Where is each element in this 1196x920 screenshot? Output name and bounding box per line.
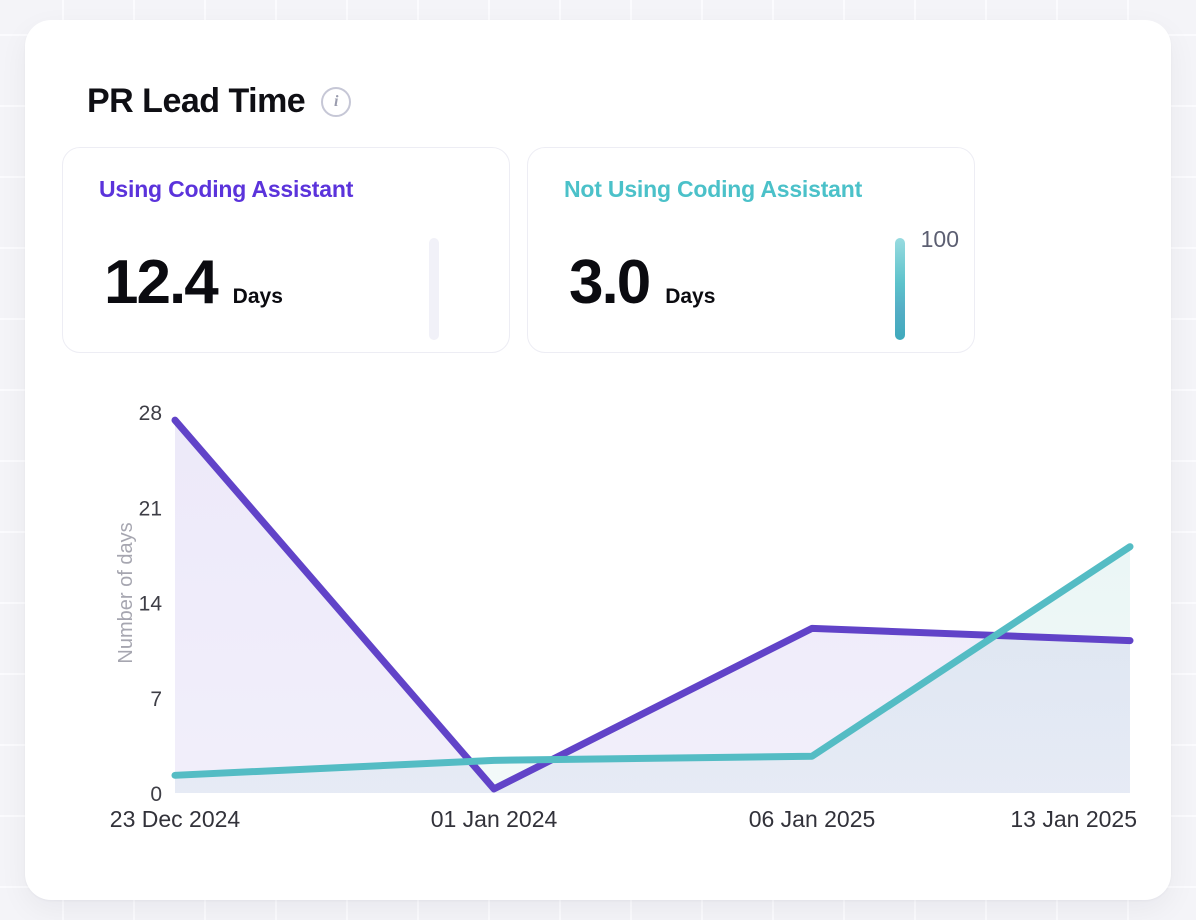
chart-layers: 0 7 14 21 28 Number of days 23 Dec 2024 01 Jan … [110,402,1137,832]
gauge-max-label: 100 [920,226,959,252]
svg-text:28: 28 [139,402,162,425]
svg-text:06 Jan 2025: 06 Jan 2025 [749,806,876,832]
stat-value-row: 12.4 Days [104,252,283,314]
mini-gauge-bar [429,238,439,340]
svg-text:21: 21 [139,497,162,520]
svg-text:14: 14 [139,593,163,616]
stat-card-not-using-assistant: Not Using Coding Assistant 3.0 Days 100 [527,147,975,353]
stat-title: Not Using Coding Assistant [564,176,863,202]
mini-gauge-bar-teal [895,238,905,340]
info-icon[interactable]: i [321,86,352,117]
svg-text:23 Dec 2024: 23 Dec 2024 [110,806,241,832]
stat-card-using-assistant: Using Coding Assistant 12.4 Days [62,147,510,353]
stat-unit: Days [665,285,716,308]
stat-value: 3.0 [569,248,651,317]
stat-unit: Days [232,285,283,308]
svg-text:13 Jan 2025: 13 Jan 2025 [1010,806,1137,832]
page-title: PR Lead Time [87,82,306,120]
svg-text:Number of days: Number of days [115,522,137,663]
svg-text:01 Jan 2024: 01 Jan 2024 [431,806,558,832]
svg-text:7: 7 [150,688,162,711]
stat-value: 12.4 [104,248,219,317]
svg-text:0: 0 [150,783,162,806]
stat-value-row: 3.0 Days [569,252,715,314]
panel-header: PR Lead Time i [87,82,352,121]
stat-title: Using Coding Assistant [99,176,354,202]
